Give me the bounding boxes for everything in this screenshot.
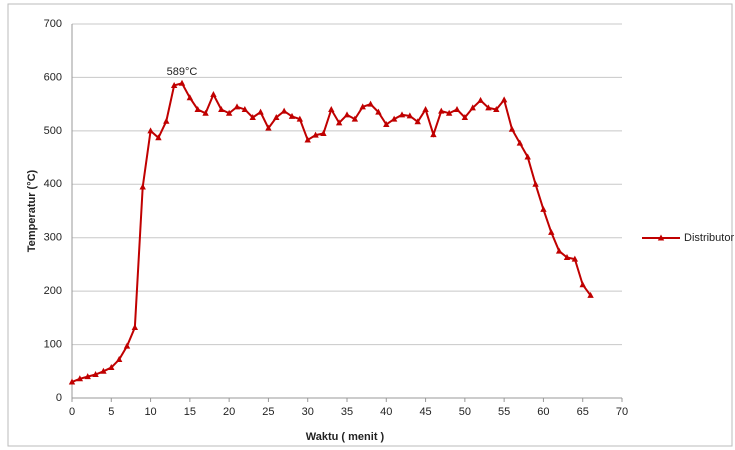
data-point xyxy=(367,100,374,107)
x-tick-label: 45 xyxy=(419,406,431,418)
data-point xyxy=(335,119,343,126)
data-point xyxy=(453,105,461,112)
data-point xyxy=(178,79,186,86)
legend-marker xyxy=(657,234,665,241)
data-point xyxy=(100,367,107,374)
data-point xyxy=(587,291,594,298)
data-point xyxy=(375,108,382,115)
data-point xyxy=(406,112,414,119)
data-point xyxy=(351,115,359,122)
data-point xyxy=(508,125,516,132)
data-point xyxy=(548,228,555,235)
data-point xyxy=(304,136,311,143)
data-point xyxy=(249,114,256,120)
y-axis-title: Temperatur (°C) xyxy=(26,169,38,252)
y-tick-label: 700 xyxy=(44,18,62,30)
data-point xyxy=(555,247,563,254)
data-point xyxy=(186,94,194,101)
data-point xyxy=(68,378,76,385)
x-axis-title: Waktu ( menit ) xyxy=(306,431,385,443)
data-point xyxy=(477,96,484,103)
data-point xyxy=(445,109,453,116)
x-tick-label: 25 xyxy=(262,406,274,418)
data-point xyxy=(469,104,476,111)
x-tick-label: 40 xyxy=(380,406,392,418)
data-point xyxy=(398,111,406,118)
data-point xyxy=(288,112,296,119)
data-point xyxy=(438,107,445,114)
y-tick-label: 200 xyxy=(44,285,62,297)
data-point xyxy=(359,103,366,110)
data-point xyxy=(92,370,99,377)
x-tick-label: 20 xyxy=(223,406,235,418)
data-point xyxy=(493,105,500,112)
data-point xyxy=(194,105,201,112)
y-tick-label: 600 xyxy=(44,71,62,83)
data-point xyxy=(233,103,241,110)
data-point xyxy=(139,183,146,190)
x-tick-label: 55 xyxy=(498,406,510,418)
data-point xyxy=(108,364,115,371)
data-point xyxy=(571,255,579,262)
data-point xyxy=(516,139,524,146)
data-point xyxy=(84,373,91,380)
data-point xyxy=(170,81,178,88)
data-point xyxy=(390,115,398,122)
data-point xyxy=(155,134,162,141)
y-tick-label: 100 xyxy=(44,338,62,350)
data-point xyxy=(524,153,531,160)
x-tick-label: 50 xyxy=(459,406,471,418)
data-point xyxy=(131,323,139,330)
data-point xyxy=(461,114,469,120)
x-tick-label: 30 xyxy=(302,406,314,418)
data-point xyxy=(500,96,508,103)
data-point xyxy=(532,180,539,187)
data-point xyxy=(241,105,249,112)
data-point xyxy=(123,342,131,349)
x-tick-label: 65 xyxy=(577,406,589,418)
data-point xyxy=(115,356,123,363)
data-point xyxy=(414,118,421,125)
data-point xyxy=(273,114,280,120)
data-point xyxy=(430,131,437,138)
data-point xyxy=(328,105,335,112)
data-point xyxy=(296,115,304,122)
legend-label: Distributor 2 xyxy=(684,232,735,244)
data-point xyxy=(147,127,154,134)
x-tick-label: 0 xyxy=(69,406,75,418)
data-point xyxy=(320,130,327,137)
chart-frame xyxy=(7,3,733,447)
data-point xyxy=(343,111,351,118)
data-point xyxy=(579,281,586,288)
x-tick-label: 5 xyxy=(108,406,114,418)
data-point xyxy=(422,105,429,112)
y-tick-label: 0 xyxy=(56,392,62,404)
data-point xyxy=(563,253,571,260)
data-point xyxy=(225,109,233,116)
x-tick-label: 70 xyxy=(616,406,628,418)
data-point xyxy=(218,105,225,112)
annotation: 589°C xyxy=(167,66,198,78)
data-point xyxy=(202,109,209,116)
data-point xyxy=(265,124,272,131)
data-point xyxy=(210,91,217,98)
y-tick-label: 300 xyxy=(44,232,62,244)
y-tick-label: 500 xyxy=(44,125,62,137)
data-point xyxy=(163,117,170,124)
x-tick-label: 35 xyxy=(341,406,353,418)
data-point xyxy=(76,375,84,382)
y-tick-label: 400 xyxy=(44,178,62,190)
x-tick-label: 10 xyxy=(144,406,156,418)
data-point xyxy=(383,120,390,127)
x-tick-label: 60 xyxy=(537,406,549,418)
x-tick-label: 15 xyxy=(184,406,196,418)
data-point xyxy=(257,108,264,115)
data-point xyxy=(485,104,492,111)
data-point xyxy=(280,107,288,114)
data-point xyxy=(312,131,319,138)
data-point xyxy=(540,205,547,212)
